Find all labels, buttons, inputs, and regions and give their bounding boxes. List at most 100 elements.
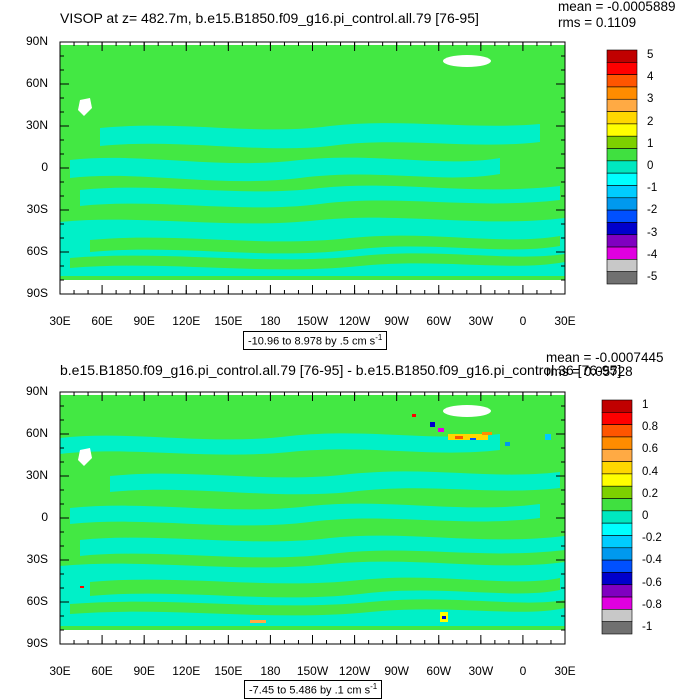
- colorbar-swatch: [601, 473, 633, 487]
- map-area: [59, 41, 566, 295]
- y-tick-label: 30N: [25, 118, 48, 132]
- range-text: -7.45 to 5.486 by .1 cm s: [249, 684, 371, 697]
- x-tick-label: 30E: [49, 664, 71, 678]
- cyan-band: [80, 185, 560, 208]
- greenland-land: [443, 405, 491, 417]
- colorbar-swatch: [606, 123, 638, 137]
- anomaly-speckles: [80, 414, 551, 623]
- y-tick-label: 90N: [25, 384, 48, 398]
- range-exponent: -1: [370, 682, 378, 691]
- colorbar-swatch: [601, 584, 633, 598]
- y-tick-label: 0: [41, 160, 48, 174]
- colorbar-swatch: [601, 436, 633, 450]
- colorbar-label: 0.8: [642, 421, 658, 434]
- x-tick-label: 60E: [91, 314, 113, 328]
- cyan-band: [60, 433, 500, 455]
- map-plot: [59, 41, 638, 295]
- axis-ticks: [59, 41, 566, 295]
- colorbar-label: 5: [647, 49, 654, 62]
- colorbar-swatch: [606, 62, 638, 75]
- map-area: [59, 391, 566, 645]
- colorbar-swatch: [606, 49, 638, 63]
- x-tick-label: 30E: [554, 314, 576, 328]
- colorbar-swatch: [606, 148, 638, 162]
- colorbar-swatch: [601, 412, 633, 425]
- colorbar-swatch: [601, 535, 633, 549]
- colorbar-swatch: [601, 448, 633, 462]
- range-text: -10.96 to 8.978 by .5 cm s: [248, 335, 376, 348]
- x-tick-label: 180: [260, 314, 281, 328]
- colorbar-swatch: [601, 559, 633, 573]
- y-tick-label: 90S: [26, 636, 48, 650]
- colorbar-swatch: [606, 209, 638, 223]
- colorbar-label: 2: [647, 115, 654, 128]
- x-tick-label: 150W: [296, 664, 329, 678]
- colorbar-swatch: [601, 547, 633, 561]
- y-tick-label: 30S: [26, 202, 48, 216]
- colorbar-swatch: [601, 461, 633, 475]
- rms-stat: rms = 0.05728: [546, 364, 633, 379]
- x-tick-label: 0: [519, 664, 527, 678]
- x-tick-label: 90W: [384, 314, 409, 328]
- colorbar-swatch: [606, 135, 638, 149]
- cyan-band: [90, 577, 560, 598]
- colorbar-swatch: [606, 259, 638, 272]
- colorbar-swatch: [601, 510, 633, 524]
- caspian-land: [78, 448, 92, 466]
- colorbar-swatch: [606, 234, 638, 248]
- colorbar-swatch: [606, 246, 638, 260]
- colorbar-label: 1: [642, 399, 649, 412]
- colorbar-label: 0.2: [642, 487, 658, 500]
- colorbar-swatch: [601, 424, 633, 438]
- colorbar-label: -5: [647, 270, 658, 283]
- y-tick-label: 30N: [25, 468, 48, 482]
- range-label: -7.45 to 5.486 by .1 cm s-1: [244, 680, 383, 699]
- caspian-land: [78, 98, 92, 116]
- colorbar-label: 4: [647, 71, 654, 84]
- x-tick-label: 180: [260, 664, 281, 678]
- x-tick-label: 0: [519, 314, 527, 328]
- colorbar-swatch: [601, 399, 633, 413]
- colorbar-label: 0: [647, 160, 654, 172]
- colorbar-label: 0.6: [642, 443, 658, 456]
- colorbar: [601, 399, 633, 635]
- y-tick-label: 90N: [25, 34, 48, 48]
- colorbar-label: -1: [647, 182, 658, 195]
- y-tick-label: 60N: [25, 426, 48, 440]
- cyan-band: [100, 123, 540, 149]
- x-tick-label: 150E: [214, 664, 243, 678]
- colorbar-swatch: [601, 522, 633, 536]
- colorbar-swatch: [601, 498, 633, 512]
- cyan-band: [80, 535, 565, 558]
- colorbar-swatch: [606, 160, 638, 174]
- colorbar-swatch: [606, 172, 638, 186]
- y-tick-label: 90S: [26, 286, 48, 300]
- range-label: -10.96 to 8.978 by .5 cm s-1: [243, 331, 388, 350]
- colorbar-label: 0: [642, 510, 649, 522]
- x-tick-label: 120E: [172, 314, 201, 328]
- x-tick-label: 60E: [91, 664, 113, 678]
- x-tick-label: 150E: [214, 314, 243, 328]
- x-tick-label: 120W: [338, 314, 371, 328]
- plot-title: VISOP at z= 482.7m, b.e15.B1850.f09_g16.…: [60, 10, 479, 26]
- x-tick-label: 90E: [133, 664, 155, 678]
- colorbar-label: -0.2: [642, 532, 662, 545]
- colorbar-label: 1: [647, 137, 654, 150]
- colorbar-swatch: [606, 74, 638, 88]
- colorbar-swatch: [606, 111, 638, 125]
- plot-title: b.e15.B1850.f09_g16.pi_control.all.79 [7…: [60, 362, 622, 378]
- colorbar-label: -0.4: [642, 554, 662, 567]
- x-tick-label: 90E: [133, 314, 155, 328]
- colorbar-label: -2: [647, 204, 658, 217]
- rms-stat: rms = 0.1109: [558, 15, 637, 30]
- y-tick-label: 0: [41, 510, 48, 524]
- x-tick-label: 90W: [384, 664, 409, 678]
- colorbar-label: 0.4: [642, 465, 658, 478]
- axis-ticks: [59, 391, 566, 645]
- colorbar-label: -0.8: [642, 598, 662, 611]
- colorbar-swatch: [601, 572, 633, 586]
- colorbar-swatch: [601, 596, 633, 610]
- y-tick-label: 30S: [26, 552, 48, 566]
- colorbar-label: -3: [647, 226, 658, 239]
- x-tick-label: 30E: [49, 314, 71, 328]
